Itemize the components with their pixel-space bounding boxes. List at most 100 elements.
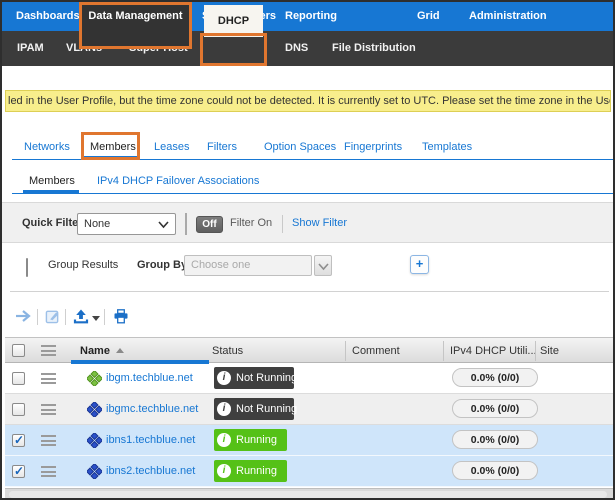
row-menu-icon[interactable] [41,466,56,477]
row-menu-icon[interactable] [41,373,56,384]
member-diamond-icon [85,431,104,450]
tab-fingerprints[interactable]: Fingerprints [344,141,403,153]
group-by-chevron-button[interactable] [314,255,332,276]
group-results-label: Group Results [48,259,119,271]
quick-filter-value: None [84,218,111,230]
row-menu-icon[interactable] [41,435,56,446]
group-by-select[interactable]: Choose one [184,255,312,276]
forward-arrow-icon[interactable] [15,309,32,328]
group-by-label: Group By [137,259,188,271]
status-badge: Running [214,460,287,482]
member-diamond-icon [85,369,104,388]
column-divider [535,341,536,361]
info-icon [217,402,231,416]
row-checkbox[interactable] [12,372,25,385]
column-divider [443,341,444,361]
table-row[interactable]: ibns2.techblue.net Running 0.0% (0/0) [5,456,613,487]
info-icon [217,433,231,447]
nav-item-administration[interactable]: Administration [469,10,547,22]
member-name-link[interactable]: ibns2.techblue.net [106,465,196,477]
chevron-down-icon [158,221,169,229]
tab-filters[interactable]: Filters [207,141,237,153]
add-button[interactable]: + [410,255,429,274]
nav-item-reporting[interactable]: Reporting [285,10,337,22]
utilization-pill: 0.0% (0/0) [452,430,538,449]
members-subtab-bar: Members IPv4 DHCP Failover Associations [2,169,613,193]
print-icon[interactable] [113,309,129,329]
subtab-bar-underline [12,193,613,194]
upload-menu-caret-icon[interactable] [92,316,100,321]
member-name-link[interactable]: ibgmc.techblue.net [106,403,199,415]
column-header-site[interactable]: Site [540,345,559,357]
divider [37,309,38,325]
timezone-warning-banner: led in the User Profile, but the time zo… [5,90,611,112]
status-badge: Not Running [214,367,297,389]
subtab-members[interactable]: Members [29,175,75,187]
chevron-down-icon [318,263,329,271]
row-checkbox[interactable] [12,464,25,478]
sort-asc-icon [115,348,124,353]
nav-item-data-management[interactable]: Data Management [82,2,189,46]
tab-bar-underline [12,159,613,160]
column-header-comment[interactable]: Comment [352,345,400,357]
divider [282,215,283,233]
horizontal-scrollbar[interactable] [5,488,613,498]
nav-item-ipam[interactable]: IPAM [17,42,44,54]
member-diamond-icon [85,462,104,481]
active-tab-indicator [84,156,139,160]
divider [10,291,609,292]
table-row[interactable]: ibgm.techblue.net Not Running 0.0% (0/0) [5,363,613,394]
nav-item-file-distribution[interactable]: File Distribution [332,42,416,54]
column-divider [345,341,346,361]
row-checkbox[interactable] [12,433,25,447]
tab-networks[interactable]: Networks [24,141,70,153]
column-header-name[interactable]: Name [80,338,124,364]
table-row[interactable]: ibgmc.techblue.net Not Running 0.0% (0/0… [5,394,613,425]
sorted-column-indicator [71,360,209,364]
quick-filter-bar: Quick Filter None Off Filter On Show Fil… [2,202,613,243]
select-all-checkbox[interactable] [12,344,25,357]
status-badge: Running [214,429,287,451]
filter-on-label: Filter On [230,217,273,229]
scrollbar-thumb[interactable] [9,491,607,498]
show-filter-link[interactable]: Show Filter [292,217,348,229]
table-toolbar [2,300,613,334]
divider [65,309,66,325]
tab-option-spaces[interactable]: Option Spaces [264,141,337,153]
divider [185,213,187,235]
row-menu-icon[interactable] [41,404,56,415]
quick-filter-label: Quick Filter [22,217,83,229]
row-checkbox[interactable] [12,403,25,416]
utilization-pill: 0.0% (0/0) [452,461,538,480]
info-icon [217,464,231,478]
info-icon [217,371,231,385]
quick-filter-select[interactable]: None [77,213,176,235]
active-subtab-indicator [23,190,79,194]
filter-toggle-off-button[interactable]: Off [196,216,223,233]
subtab-ipv4-failover-associations[interactable]: IPv4 DHCP Failover Associations [97,175,260,187]
tab-leases[interactable]: Leases [154,141,190,153]
member-name-link[interactable]: ibns1.techblue.net [106,434,196,446]
divider [104,309,105,325]
utilization-pill: 0.0% (0/0) [452,368,538,387]
edit-icon[interactable] [45,309,60,329]
tab-members[interactable]: Members [90,141,136,153]
tab-templates[interactable]: Templates [422,141,473,153]
column-header-ipv4-dhcp-utilization[interactable]: IPv4 DHCP Utili... [450,345,537,357]
member-diamond-icon [85,400,104,419]
status-badge: Not Running [214,398,297,420]
nav-item-grid[interactable]: Grid [417,10,440,22]
upload-icon[interactable] [73,309,89,329]
nav-item-dhcp-active[interactable]: DHCP [204,5,263,37]
table-row[interactable]: ibns1.techblue.net Running 0.0% (0/0) [5,425,613,456]
nav-item-dashboards[interactable]: Dashboards [16,10,80,22]
column-header-status[interactable]: Status [212,345,244,357]
dhcp-tab-bar: Networks Members Leases Filters Option S… [2,134,613,160]
table-header: Name Status Comment IPv4 DHCP Utili... S… [5,337,613,363]
utilization-pill: 0.0% (0/0) [452,399,538,418]
nav-item-dns[interactable]: DNS [285,42,309,54]
member-name-link[interactable]: ibgm.techblue.net [106,372,193,384]
group-results-checkbox[interactable] [26,258,28,277]
row-menu-icon[interactable] [41,345,56,356]
